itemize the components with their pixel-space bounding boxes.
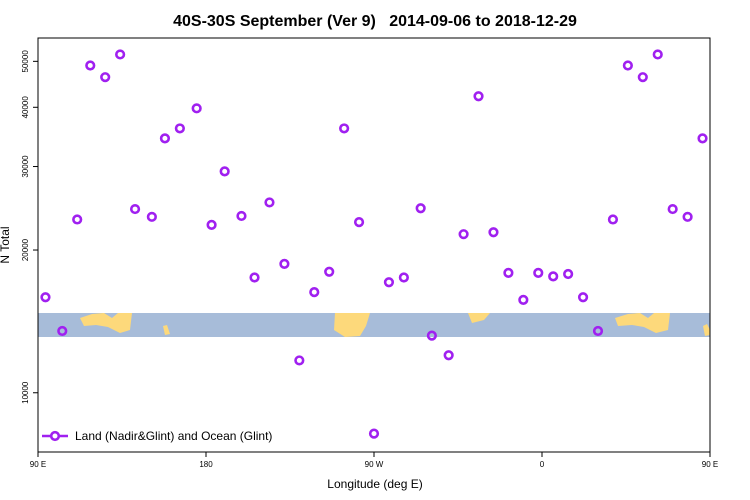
point [324, 266, 335, 277]
point [191, 103, 202, 114]
point [622, 60, 633, 71]
point [548, 271, 559, 282]
point [264, 197, 275, 208]
point [637, 72, 648, 83]
y-axis-label: N Total [0, 226, 12, 263]
point [667, 203, 678, 215]
point [294, 355, 305, 366]
x-tick-label: 180 [199, 460, 213, 469]
point [563, 268, 574, 280]
point [577, 292, 589, 303]
point [415, 203, 426, 214]
map-band [38, 313, 710, 337]
point [279, 258, 290, 269]
point [488, 227, 499, 238]
y-tick-label: 30000 [21, 155, 30, 178]
point [518, 294, 529, 305]
point [533, 267, 544, 278]
point [129, 203, 141, 215]
y-tick-label: 20000 [21, 238, 30, 261]
x-axis-label: Longitude (deg E) [327, 477, 422, 491]
point [697, 133, 708, 144]
point [339, 123, 350, 134]
point [398, 272, 409, 283]
x-tick-label: 0 [540, 460, 545, 469]
legend-marker [49, 430, 61, 442]
point [473, 91, 484, 102]
point [383, 277, 395, 288]
point [219, 166, 230, 177]
point [249, 272, 260, 283]
point [72, 214, 83, 225]
point [174, 123, 185, 134]
legend-label: Land (Nadir&Glint) and Ocean (Glint) [75, 429, 272, 443]
point [100, 72, 111, 83]
point [607, 214, 619, 225]
point [57, 325, 68, 337]
point [206, 219, 217, 230]
y-tick-label: 40000 [21, 96, 30, 119]
point [353, 217, 365, 228]
point [426, 330, 437, 341]
point [115, 49, 126, 60]
point [443, 350, 454, 361]
point [458, 229, 469, 240]
point [236, 210, 247, 222]
point [159, 133, 171, 144]
plot-frame [37, 37, 711, 453]
point [85, 60, 96, 71]
x-tick-label: 90 E [702, 460, 718, 469]
x-tick-label: 90 W [365, 460, 384, 469]
y-tick-label: 50000 [21, 50, 30, 73]
y-tick-label: 10000 [21, 381, 30, 404]
point [40, 292, 51, 303]
point [592, 325, 604, 337]
point [503, 267, 514, 278]
chart-title: 40S-30S September (Ver 9) 2014-09-06 to … [173, 13, 577, 30]
point [682, 211, 693, 222]
x-tick-label: 90 E [30, 460, 46, 469]
point [309, 287, 320, 298]
point [652, 49, 663, 60]
point [368, 428, 380, 439]
point [146, 211, 157, 222]
